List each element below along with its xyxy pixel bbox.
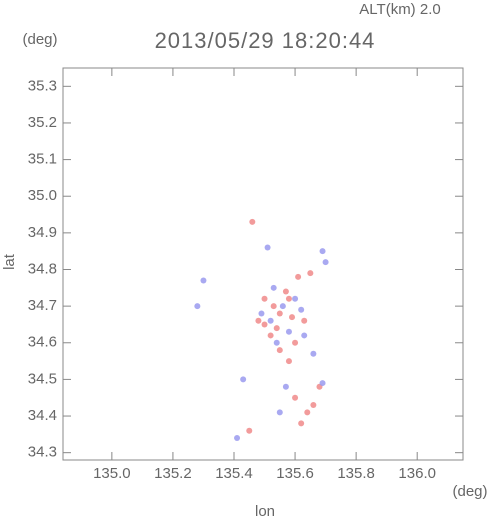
y-tick-label: 35.3 <box>28 77 57 94</box>
radar-echo <box>295 273 302 280</box>
x-tick-label: 135.8 <box>337 465 375 482</box>
radar-echo <box>258 310 265 317</box>
x-tick-label: 135.0 <box>93 465 131 482</box>
radar-echo <box>200 277 207 284</box>
plot-frame <box>62 67 464 461</box>
radar-echo <box>276 347 283 354</box>
y-tick-label: 34.7 <box>28 297 57 314</box>
y-tick-label: 34.6 <box>28 334 57 351</box>
radar-echo <box>279 303 286 310</box>
y-tick-label: 35.1 <box>28 151 57 168</box>
radar-echo <box>285 358 292 365</box>
radar-echo <box>273 325 280 332</box>
y-tick-label: 34.8 <box>28 260 57 277</box>
radar-echo <box>322 259 329 266</box>
y-tick-label: 34.9 <box>28 224 57 241</box>
radar-echo <box>270 303 277 310</box>
radar-echo <box>194 303 201 310</box>
y-unit: (deg) <box>22 31 57 48</box>
radar-echo <box>292 339 299 346</box>
radar-echo <box>292 295 299 302</box>
radar-echo <box>240 376 247 383</box>
radar-echo <box>298 420 305 427</box>
x-tick-label: 135.4 <box>215 465 253 482</box>
radar-echo <box>276 310 283 317</box>
altitude: ALT(km) 2.0 <box>359 1 440 18</box>
radar-echo <box>261 321 268 328</box>
radar-echo <box>255 317 262 324</box>
radar-echo <box>270 284 277 291</box>
radar-echo <box>292 394 299 401</box>
radar-echo <box>276 409 283 416</box>
radar-echo <box>282 288 289 295</box>
radar-echo <box>310 402 317 409</box>
x-tick-label: 136.0 <box>398 465 436 482</box>
radar-echo <box>289 314 296 321</box>
x-unit: (deg) <box>452 483 487 500</box>
radar-echo <box>282 383 289 390</box>
y-tick-label: 34.4 <box>28 407 57 424</box>
y-tick-label: 35.2 <box>28 114 57 131</box>
x-tick-label: 135.2 <box>154 465 192 482</box>
y-tick-label: 34.3 <box>28 444 57 461</box>
radar-echo <box>267 332 274 339</box>
y-tick-label: 34.5 <box>28 370 57 387</box>
radar-echo <box>301 317 308 324</box>
y-tick-label: 35.0 <box>28 187 57 204</box>
radar-echo <box>310 350 317 357</box>
x-axis-label: lon <box>255 503 275 520</box>
chart-title: 2013/05/29 18:20:44 <box>155 28 376 53</box>
radar-echo <box>261 295 268 302</box>
radar-echo <box>319 248 326 255</box>
radar-echo <box>319 380 326 387</box>
radar-echo <box>285 328 292 335</box>
x-tick-label: 135.6 <box>276 465 314 482</box>
radar-echo <box>264 244 271 251</box>
radar-echo <box>298 306 305 313</box>
radar-echo <box>246 427 253 434</box>
radar-echo <box>267 317 274 324</box>
radar-echo <box>307 270 314 277</box>
radar-echo <box>304 409 311 416</box>
radar-echo <box>273 339 280 346</box>
radar-echo <box>249 218 256 225</box>
y-axis-label: lat <box>1 253 18 270</box>
radar-echo <box>301 332 308 339</box>
radar-echo <box>234 435 241 442</box>
radar-echo <box>285 295 292 302</box>
